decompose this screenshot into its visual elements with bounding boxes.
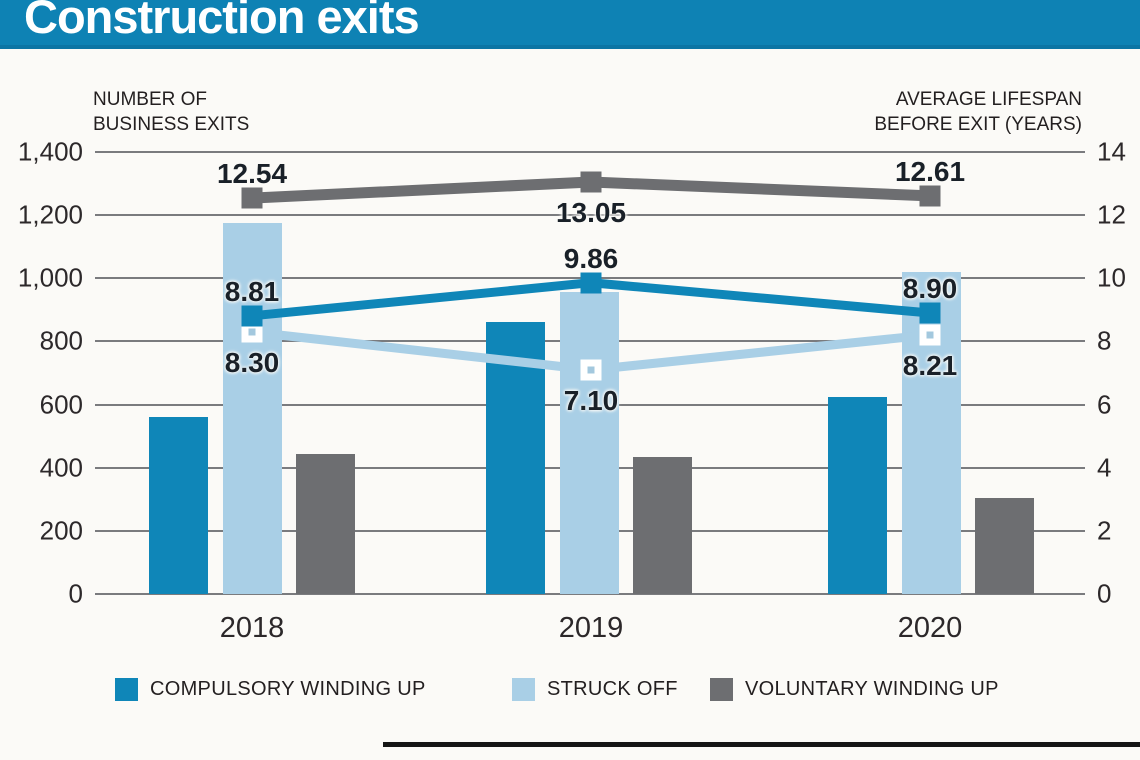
legend-label-struck-off: STRUCK OFF [547,678,678,700]
marker-struck-off-average-lifespan-2020 [919,324,941,346]
right-axis-title-line1: AVERAGE LIFESPAN [895,89,1082,110]
bar-voluntary-winding-up-2020 [975,498,1034,594]
gridline [95,593,1085,595]
legend-item-voluntary-winding-up: VOLUNTARY WINDING UP [710,678,999,701]
left-axis-tick: 600 [39,389,83,420]
left-axis-tick: 1,200 [17,199,83,230]
right-axis-tick: 8 [1097,325,1112,356]
marker-compulsory-winding-up-average-lifespan-2019 [580,272,602,294]
legend-label-voluntary-winding-up: VOLUNTARY WINDING UP [745,678,999,700]
x-axis-label-2018: 2018 [219,612,285,644]
data-label-struck-off-average-lifespan-2019: 7.10 [563,384,619,416]
legend-swatch-struck-off [512,678,535,701]
marker-struck-off-average-lifespan-2019 [580,359,602,381]
left-axis-title: NUMBER OF BUSINESS EXITS [93,87,249,137]
right-axis-title: AVERAGE LIFESPAN BEFORE EXIT (YEARS) [874,87,1082,137]
source-divider-line [383,742,1140,747]
left-axis-title-line1: NUMBER OF [93,89,207,110]
data-label-voluntary-winding-up-average-lifespan-2018: 12.54 [216,158,288,190]
marker-compulsory-winding-up-average-lifespan-2018 [241,305,263,327]
data-label-struck-off-average-lifespan-2020: 8.21 [902,349,958,381]
data-label-voluntary-winding-up-average-lifespan-2020: 12.61 [894,155,966,187]
left-axis-tick: 1,400 [17,136,83,167]
marker-voluntary-winding-up-average-lifespan-2020 [919,185,941,207]
right-axis-tick: 14 [1097,136,1126,167]
legend-swatch-voluntary-winding-up [710,678,733,701]
left-axis-tick: 800 [39,325,83,356]
right-axis-tick: 6 [1097,389,1112,420]
bar-compulsory-winding-up-2019 [486,322,545,594]
right-axis-tick: 2 [1097,515,1112,546]
left-axis-tick: 1,000 [17,262,83,293]
left-axis-tick: 400 [39,452,83,483]
marker-dot [248,328,256,336]
bar-voluntary-winding-up-2018 [296,454,355,594]
legend-item-struck-off: STRUCK OFF [512,678,678,701]
marker-dot [926,331,934,339]
marker-compulsory-winding-up-average-lifespan-2020 [919,302,941,324]
right-axis-title-line2: BEFORE EXIT (YEARS) [874,114,1082,135]
header-bar: Construction exits [0,0,1140,49]
marker-voluntary-winding-up-average-lifespan-2018 [241,187,263,209]
gridline [95,151,1085,153]
right-axis-tick: 0 [1097,578,1112,609]
data-label-struck-off-average-lifespan-2018: 8.30 [224,346,280,378]
right-axis-tick: 12 [1097,199,1126,230]
data-label-compulsory-winding-up-average-lifespan-2020: 8.90 [902,273,958,304]
marker-struck-off-average-lifespan-2018 [241,321,263,343]
right-axis-tick: 4 [1097,452,1112,483]
marker-dot [587,366,595,374]
page-title: Construction exits [24,0,420,43]
data-label-voluntary-winding-up-average-lifespan-2019: 13.05 [555,196,627,228]
gridline [95,214,1085,216]
marker-voluntary-winding-up-average-lifespan-2019 [580,171,602,193]
data-label-compulsory-winding-up-average-lifespan-2019: 9.86 [563,242,619,274]
x-axis-label-2019: 2019 [558,612,624,644]
bar-voluntary-winding-up-2019 [633,457,692,594]
legend-swatch-compulsory-winding-up [115,678,138,701]
left-axis-tick: 0 [68,578,83,609]
left-axis-tick: 200 [39,515,83,546]
right-axis-tick: 10 [1097,262,1126,293]
bar-compulsory-winding-up-2018 [149,417,208,594]
bar-struck-off-2019 [560,292,619,594]
left-axis-title-line2: BUSINESS EXITS [93,114,250,135]
bar-compulsory-winding-up-2020 [828,397,887,594]
legend-item-compulsory-winding-up: COMPULSORY WINDING UP [115,678,426,701]
data-label-compulsory-winding-up-average-lifespan-2018: 8.81 [224,275,280,307]
x-axis-label-2020: 2020 [897,612,963,644]
legend-label-compulsory-winding-up: COMPULSORY WINDING UP [150,678,426,700]
